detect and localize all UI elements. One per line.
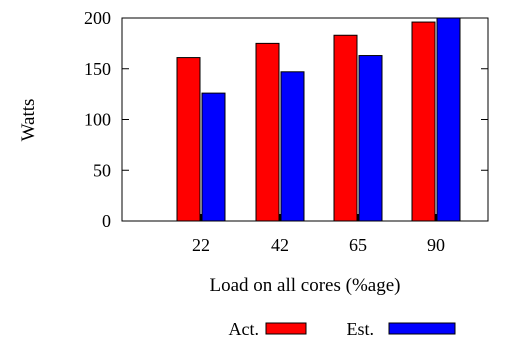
x-tick-labels: 22 42 65 90 [192, 235, 445, 255]
x-tick-label: 42 [271, 235, 289, 255]
y-tick-label: 0 [102, 211, 111, 231]
y-tick-labels: 0 50 100 150 200 [84, 8, 111, 231]
legend-swatch-est [388, 322, 456, 335]
legend: Act. Est. [229, 319, 456, 339]
y-tick-label: 50 [93, 160, 111, 180]
bar-act-22 [176, 57, 201, 222]
y-tick-label: 100 [84, 110, 111, 130]
bars-group [176, 17, 461, 222]
x-axis-label: Load on all cores (%age) [210, 275, 401, 296]
legend-swatch-act [265, 322, 307, 335]
bar-est-65 [358, 55, 383, 222]
bar-est-90 [436, 17, 461, 222]
axis-ticks [122, 17, 488, 222]
x-tick-label: 65 [349, 235, 367, 255]
y-tick-label: 150 [84, 59, 111, 79]
y-tick-label: 200 [84, 8, 111, 28]
legend-label-act: Act. [229, 319, 260, 339]
bar-est-42 [280, 71, 305, 222]
legend-label-est: Est. [346, 319, 374, 339]
y-axis-label: Watts [18, 99, 39, 142]
bar-est-22 [201, 92, 226, 222]
x-tick-label: 90 [427, 235, 445, 255]
bar-act-42 [255, 42, 280, 222]
bar-act-90 [411, 21, 436, 222]
x-tick-label: 22 [192, 235, 210, 255]
bar-act-65 [333, 34, 358, 222]
